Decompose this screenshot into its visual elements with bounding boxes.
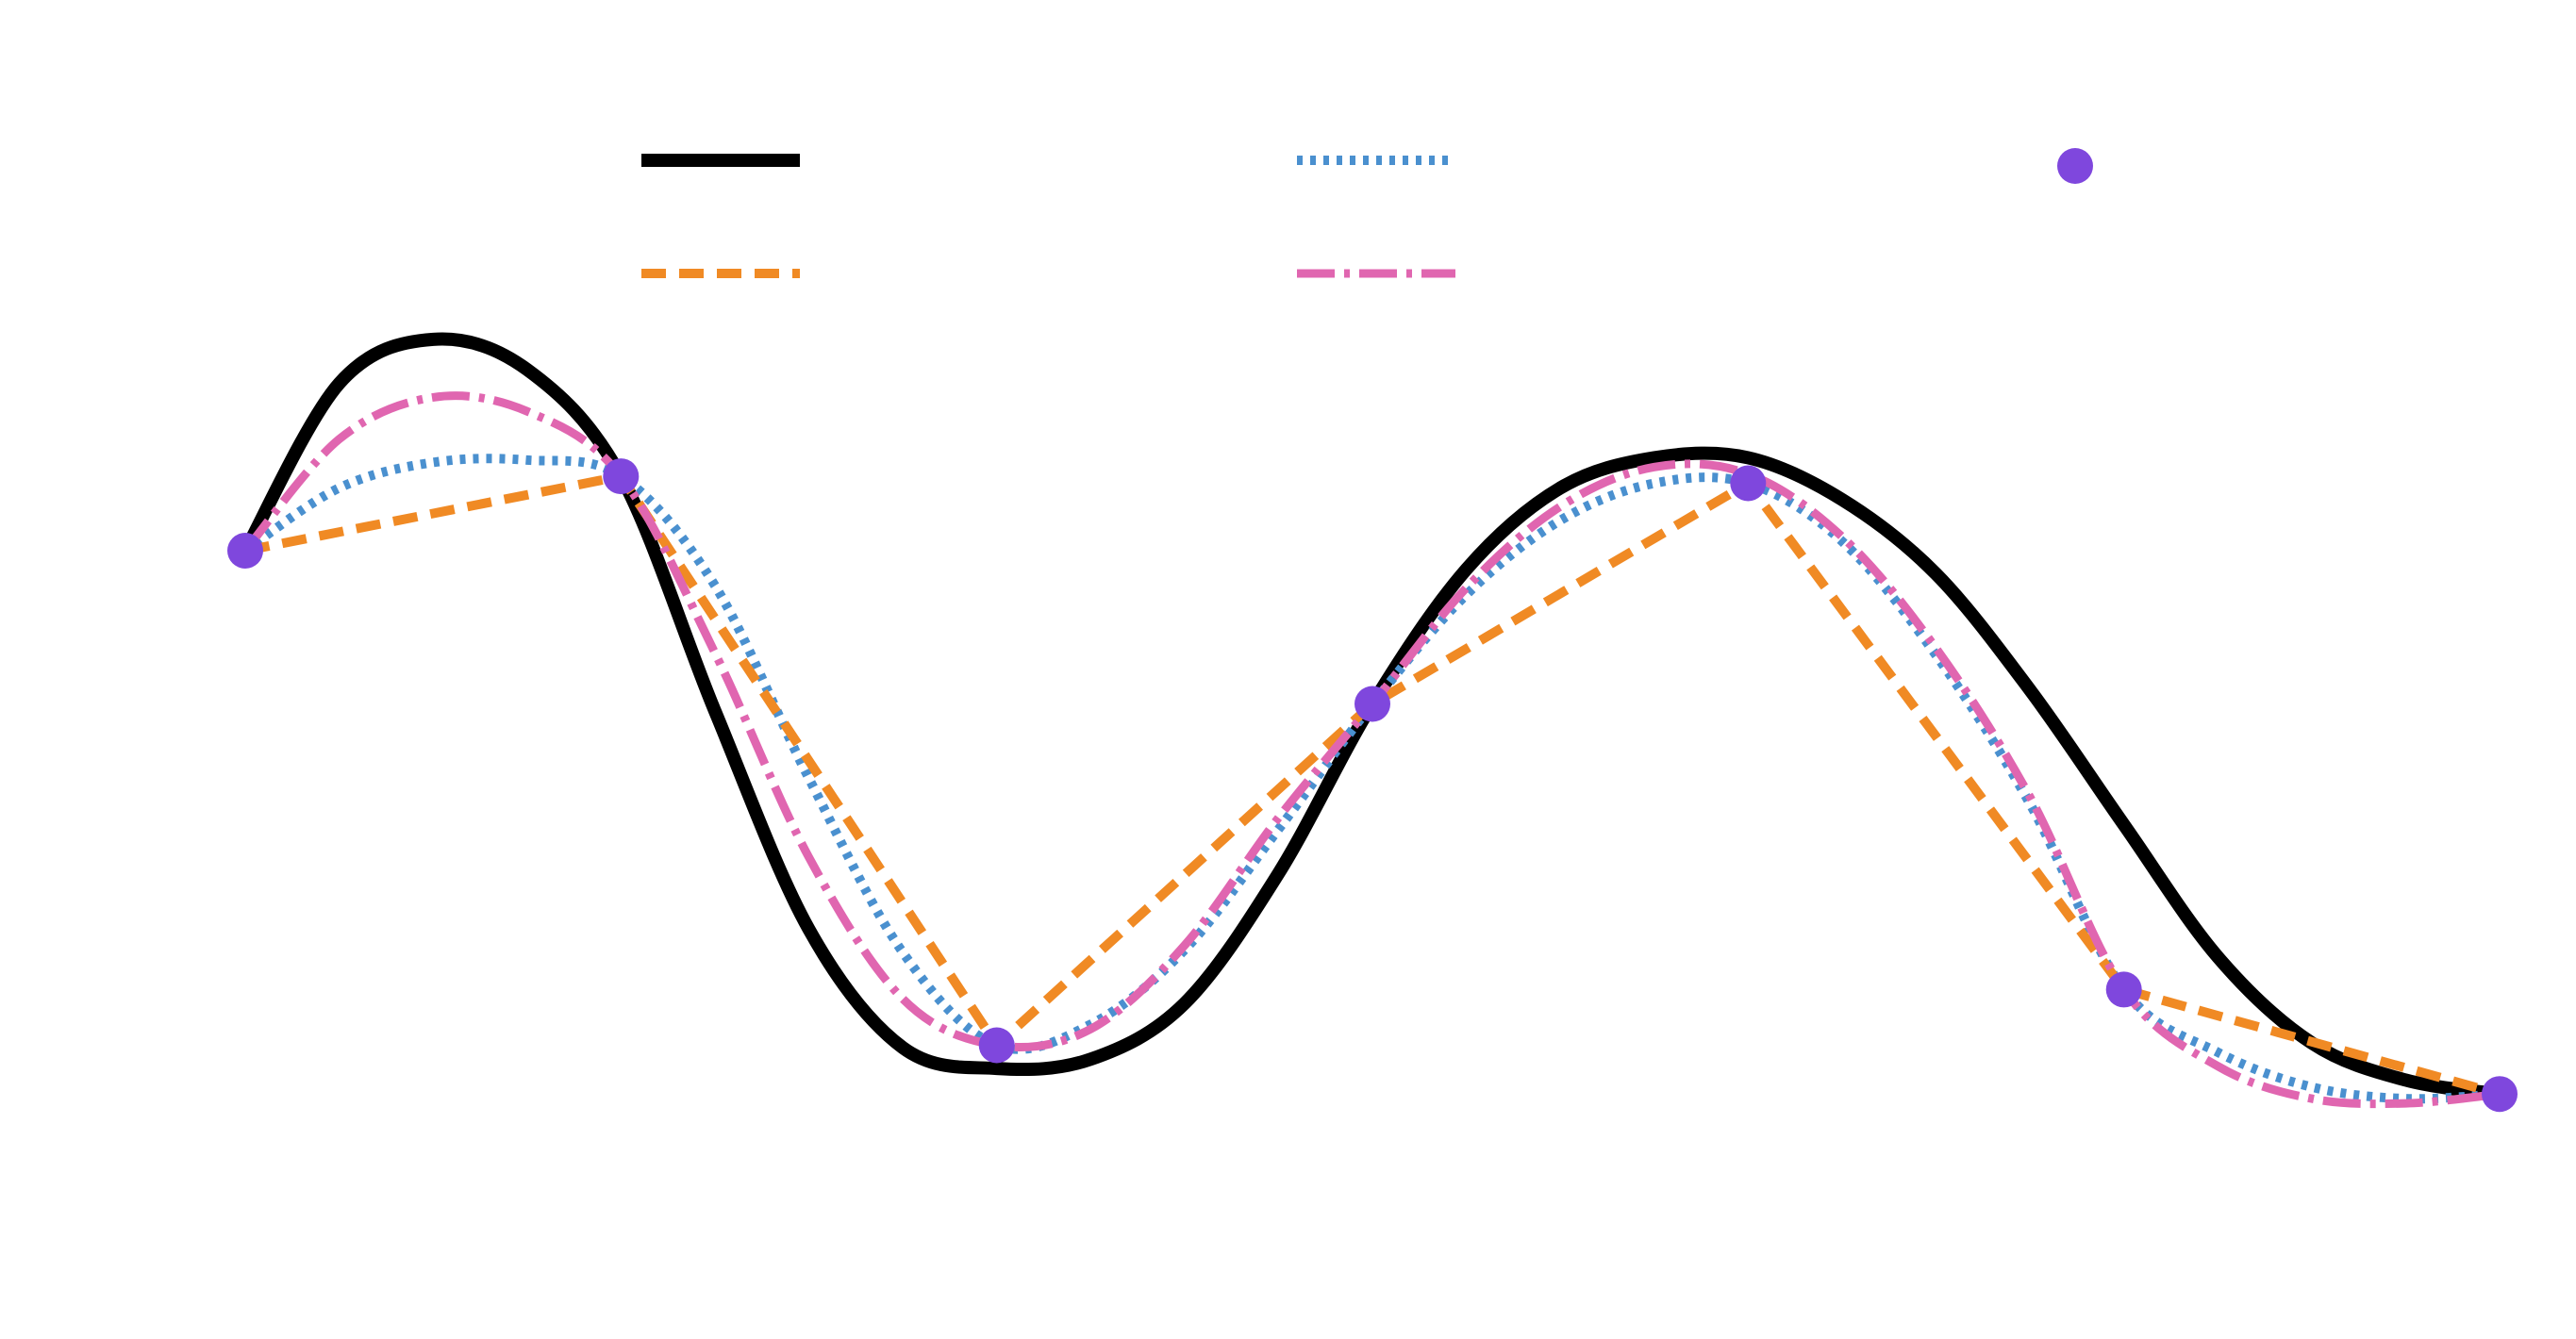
interpolation-point-7	[2482, 1076, 2518, 1113]
interpolation-point-3	[978, 1027, 1015, 1064]
interpolation-point-2	[603, 458, 640, 495]
series-line-4	[241, 391, 2501, 1109]
legend	[641, 148, 2093, 278]
interpolation-point-4	[1354, 686, 1390, 722]
interpolation-point-5	[1730, 465, 1767, 502]
series-line-3	[244, 471, 2501, 1099]
interpolation-points-layer	[227, 458, 2518, 1113]
series-line-2	[242, 454, 2501, 1104]
interpolation-point-1	[227, 533, 263, 569]
legend-marker-3	[2057, 148, 2093, 184]
interpolation-point-6	[2105, 971, 2142, 1008]
